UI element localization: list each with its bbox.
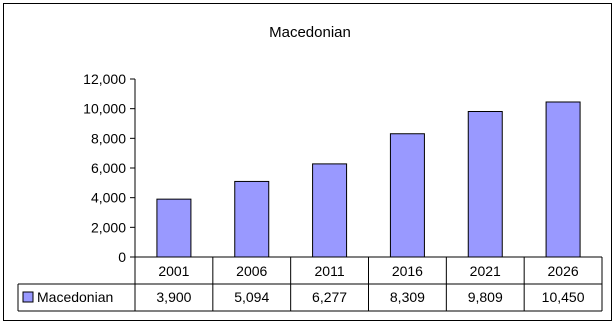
y-tick-label: 8,000 xyxy=(91,130,126,146)
legend-swatch xyxy=(22,291,34,303)
y-tick-label: 12,000 xyxy=(83,71,126,87)
x-category-label: 2021 xyxy=(470,263,501,279)
data-value-label: 10,450 xyxy=(542,289,585,305)
bar xyxy=(389,133,425,258)
bars xyxy=(156,101,581,258)
x-category-label: 2026 xyxy=(548,263,579,279)
chart-title: Macedonian xyxy=(269,24,351,41)
y-axis: 0 2,000 4,000 6,000 8,000 10,000 12,000 xyxy=(83,71,136,265)
bar xyxy=(545,101,581,258)
bar xyxy=(467,110,503,258)
y-tick-label: 4,000 xyxy=(91,190,126,206)
bar xyxy=(312,163,348,258)
y-tick-label: 0 xyxy=(118,249,126,265)
x-category-label: 2011 xyxy=(315,263,345,279)
y-tick-label: 2,000 xyxy=(91,219,126,235)
chart-frame: Macedonian 0 2,000 4,000 6,000 8,000 10,000 12… xyxy=(3,3,612,321)
x-category-label: 2006 xyxy=(236,263,267,279)
bar xyxy=(156,198,192,258)
bar-chart: Macedonian 0 2,000 4,000 6,000 8,000 10,000 12… xyxy=(17,24,603,312)
data-value-label: 5,094 xyxy=(234,289,269,305)
x-category-label: 2001 xyxy=(158,263,189,279)
data-value-label: 8,309 xyxy=(390,289,425,305)
data-value-label: 3,900 xyxy=(156,289,191,305)
data-value-label: 6,277 xyxy=(312,289,347,305)
bar xyxy=(234,180,270,258)
data-table: 2001 2006 2011 2016 2021 2026 Macedonian 3,900 5… xyxy=(17,256,603,312)
y-tick-label: 6,000 xyxy=(91,160,126,176)
y-tick-label: 10,000 xyxy=(83,101,126,117)
data-value-label: 9,809 xyxy=(468,289,503,305)
x-category-label: 2016 xyxy=(392,263,423,279)
legend-series-name: Macedonian xyxy=(37,289,113,305)
